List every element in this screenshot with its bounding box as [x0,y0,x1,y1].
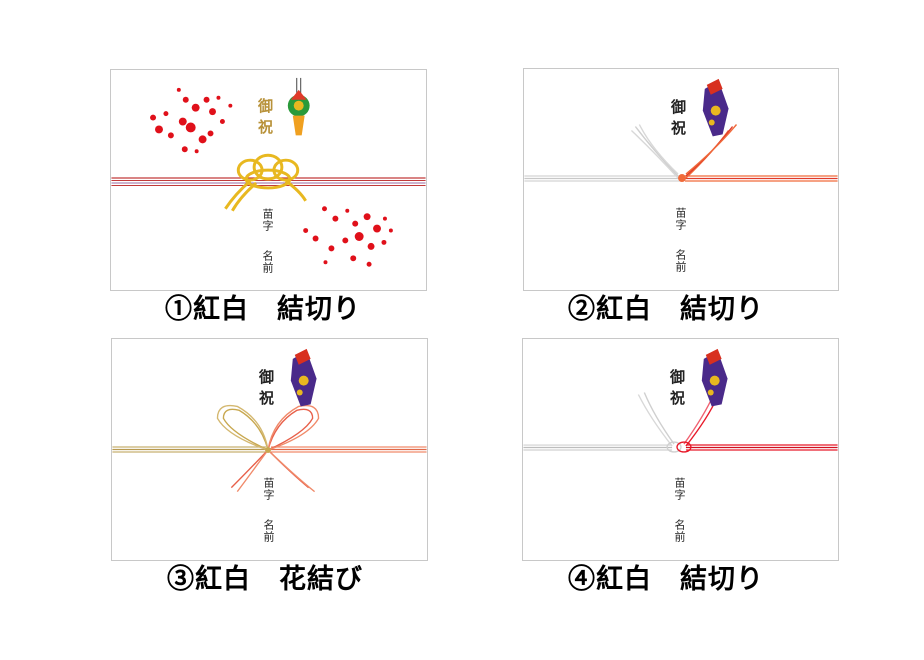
noshi-ornament-icon [287,77,310,136]
caption-4: ④紅白 結切り [568,563,764,597]
caption-knot: 結切り [680,564,764,595]
envelope-card-3: 御祝 苗字 名前 [111,338,428,561]
caption-knot: 花結び [279,564,363,595]
noshi-ornament-icon [701,348,728,407]
caption-knot: 結切り [277,294,361,325]
caption-mizuhiki: 紅白 [193,294,249,325]
gold-awaji-knot [224,153,307,212]
envelope-4-artwork [523,348,838,453]
surname-text: 苗字 [673,477,686,501]
hanamusubi-bow-knot [216,404,320,493]
greeting-text: 御祝 [669,99,687,141]
caption-number: ③ [167,564,195,595]
caption-mizuhiki: 紅白 [596,294,652,325]
mizuhiki-cord-lines [112,446,427,453]
caption-mizuhiki: 紅白 [596,564,652,595]
caption-number: ② [568,294,596,325]
caption-knot: 結切り [680,294,764,325]
mizuhiki-cord-lines [524,175,838,182]
greeting-text: 御祝 [257,369,275,411]
envelope-card-1: 御祝 苗字 名前 [110,69,427,291]
given-name-text: 名前 [673,519,686,543]
caption-3: ③紅白 花結び [167,563,363,597]
given-name-text: 名前 [674,249,687,273]
envelope-2-artwork [524,78,838,182]
envelope-card-2: 御祝 苗字 名前 [523,68,839,291]
caption-number: ① [165,294,193,325]
surname-text: 苗字 [262,477,275,501]
surname-text: 苗字 [261,208,274,232]
envelope-3-artwork [112,348,427,493]
noshi-ornament-icon [290,348,317,407]
caption-1: ①紅白 結切り [165,293,361,327]
caption-number: ④ [568,564,596,595]
envelope-card-4: 御祝 苗字 名前 [522,338,839,561]
envelope-1-artwork [111,77,426,267]
caption-mizuhiki: 紅白 [195,564,251,595]
greeting-text: 御祝 [256,98,274,140]
given-name-text: 名前 [262,519,275,543]
musubikiri-knot [630,124,738,182]
given-name-text: 名前 [261,250,274,274]
caption-2: ②紅白 結切り [568,293,764,327]
surname-text: 苗字 [674,207,687,231]
greeting-text: 御祝 [668,369,686,411]
plum-blossoms-icon [150,87,393,267]
noshi-ornament-icon [702,78,729,137]
mizuhiki-cord-lines [523,444,838,451]
